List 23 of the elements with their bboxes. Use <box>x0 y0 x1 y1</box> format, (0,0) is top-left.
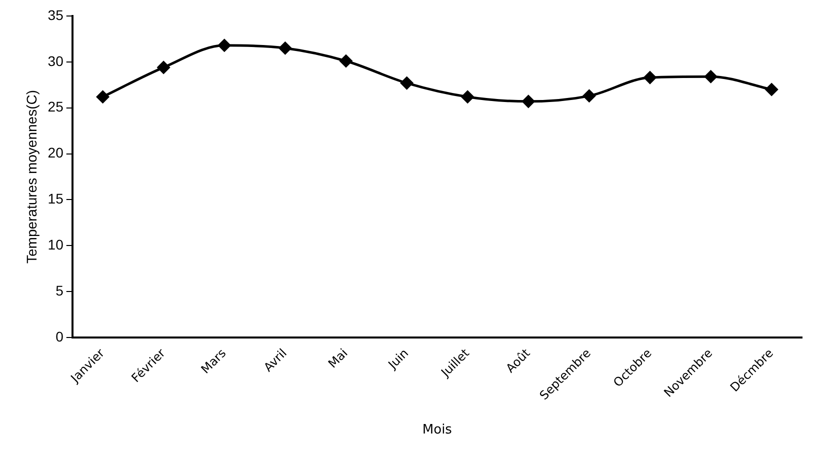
point <box>765 83 778 96</box>
y-tick-label: 25 <box>48 98 64 115</box>
x-tick-label: Mai <box>326 346 350 371</box>
point <box>644 71 656 84</box>
point <box>400 76 414 90</box>
point <box>461 90 474 104</box>
y-tick-label: 35 <box>48 6 64 23</box>
point <box>96 90 110 104</box>
point <box>218 39 231 52</box>
point <box>582 90 596 102</box>
y-tick-label: 0 <box>56 328 64 344</box>
point <box>157 61 170 74</box>
point <box>522 95 535 108</box>
y-tick-label: 10 <box>48 236 64 253</box>
point <box>278 42 292 54</box>
y-axis-title: Temperatures moyennes(C) <box>23 90 40 264</box>
point <box>340 54 352 68</box>
x-axis-title: Mois <box>422 422 452 438</box>
point <box>704 70 718 83</box>
y-tick-label: 15 <box>48 190 64 207</box>
y-tick-label: 30 <box>48 52 64 69</box>
y-tick-label: 20 <box>48 144 64 161</box>
y-tick-label: 5 <box>56 282 64 298</box>
